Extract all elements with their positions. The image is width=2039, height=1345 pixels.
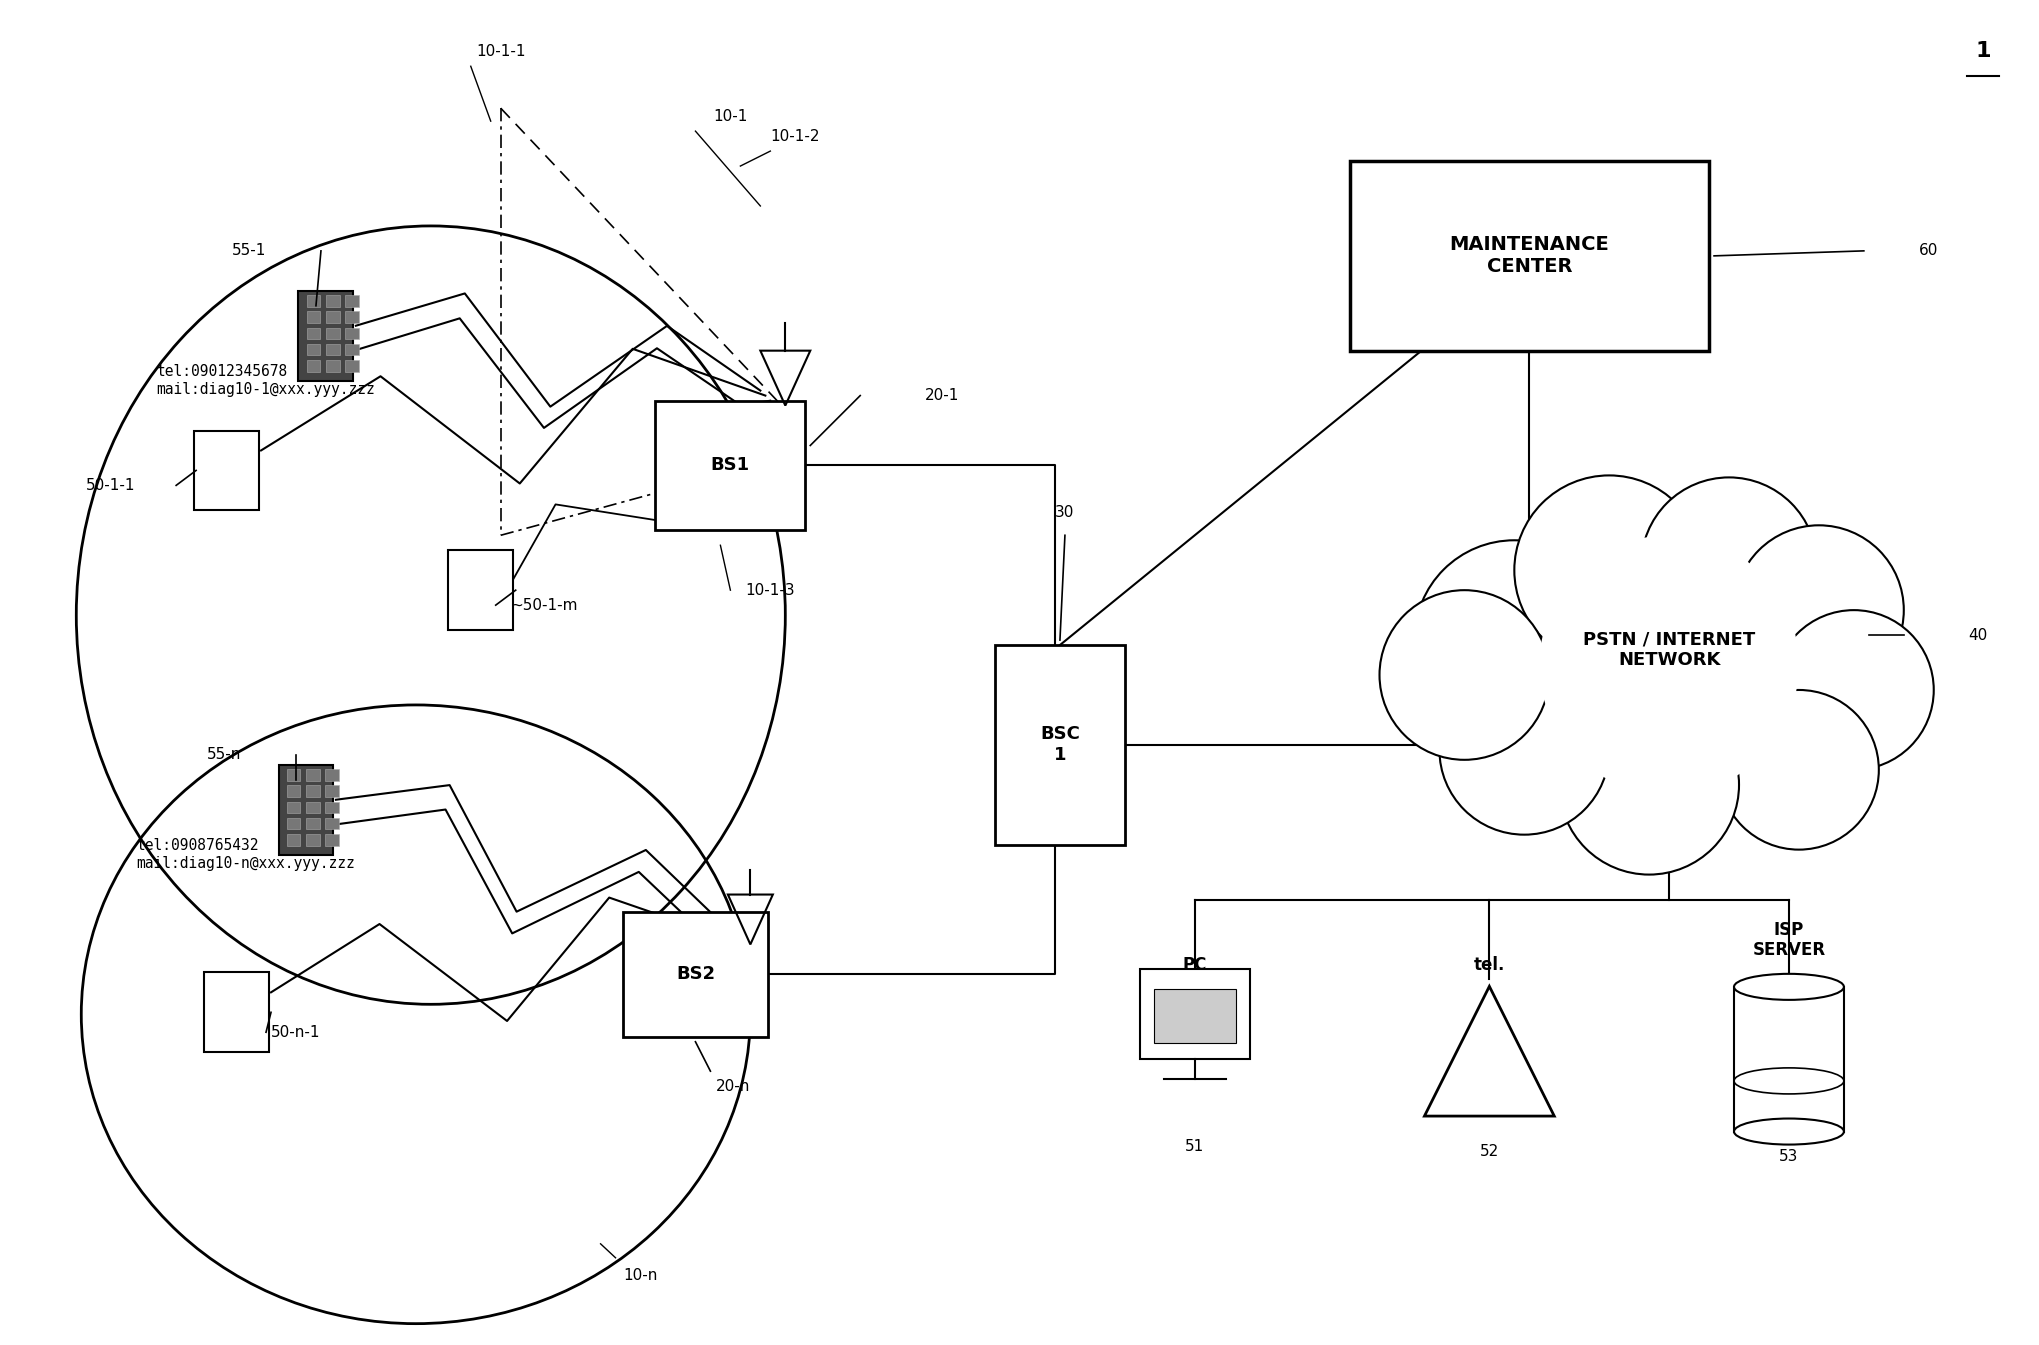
Text: PSTN / INTERNET
NETWORK: PSTN / INTERNET NETWORK xyxy=(1582,631,1754,670)
Text: 20-1: 20-1 xyxy=(924,389,958,404)
Bar xyxy=(287,769,300,781)
Text: 60: 60 xyxy=(1919,243,1937,258)
Text: 55-n: 55-n xyxy=(206,748,241,763)
Bar xyxy=(324,802,338,814)
Bar xyxy=(306,296,320,307)
Bar xyxy=(324,818,338,830)
Bar xyxy=(345,312,359,323)
Bar xyxy=(1733,987,1843,1131)
Bar xyxy=(622,912,767,1037)
Bar xyxy=(324,834,338,846)
Text: 50-n-1: 50-n-1 xyxy=(271,1025,320,1040)
Bar xyxy=(449,550,514,629)
Text: 51: 51 xyxy=(1185,1139,1203,1154)
Circle shape xyxy=(1539,535,1798,795)
Text: 10-1-1: 10-1-1 xyxy=(475,44,526,59)
Ellipse shape xyxy=(1733,974,1843,999)
Bar xyxy=(287,834,300,846)
Bar xyxy=(298,291,353,381)
Bar xyxy=(287,785,300,798)
Bar xyxy=(306,818,320,830)
Text: BS2: BS2 xyxy=(675,966,714,983)
Bar xyxy=(345,296,359,307)
Text: 10-1: 10-1 xyxy=(714,109,746,124)
Bar xyxy=(306,769,320,781)
Circle shape xyxy=(1440,664,1609,835)
Bar xyxy=(326,312,341,323)
Bar xyxy=(326,296,341,307)
Circle shape xyxy=(1719,690,1878,850)
Text: tel.: tel. xyxy=(1472,956,1505,974)
Text: BS1: BS1 xyxy=(710,456,750,475)
Text: 50-1-1: 50-1-1 xyxy=(86,477,137,492)
Text: ~50-1-m: ~50-1-m xyxy=(510,597,577,612)
Bar xyxy=(306,344,320,355)
Text: 55-1: 55-1 xyxy=(232,243,265,258)
Text: tel:09012345678
mail:diag10-1@xxx.yyy.zzz: tel:09012345678 mail:diag10-1@xxx.yyy.zz… xyxy=(157,364,375,397)
Circle shape xyxy=(1558,695,1737,874)
Bar xyxy=(306,312,320,323)
Bar xyxy=(1350,161,1709,351)
Bar xyxy=(279,765,332,854)
Bar xyxy=(345,360,359,371)
Text: 53: 53 xyxy=(1778,1149,1798,1163)
Bar xyxy=(326,328,341,339)
Text: 30: 30 xyxy=(1054,506,1075,521)
Bar xyxy=(995,646,1123,845)
Bar xyxy=(287,818,300,830)
Circle shape xyxy=(1378,590,1548,760)
Circle shape xyxy=(1513,475,1703,664)
Circle shape xyxy=(1413,541,1613,740)
Bar xyxy=(345,328,359,339)
Circle shape xyxy=(1639,477,1817,654)
Bar xyxy=(306,802,320,814)
Text: PC: PC xyxy=(1183,956,1207,974)
Text: tel:0908765432
mail:diag10-n@xxx.yyy.zzz: tel:0908765432 mail:diag10-n@xxx.yyy.zzz xyxy=(137,838,355,870)
Bar xyxy=(306,328,320,339)
Bar xyxy=(306,785,320,798)
Circle shape xyxy=(1774,611,1933,769)
Ellipse shape xyxy=(1733,1119,1843,1145)
Bar xyxy=(655,401,805,530)
Text: 10-1-3: 10-1-3 xyxy=(744,582,795,597)
Text: 52: 52 xyxy=(1478,1145,1499,1159)
Text: 1: 1 xyxy=(1976,42,1990,62)
Bar xyxy=(324,785,338,798)
Bar xyxy=(1152,989,1236,1042)
Bar xyxy=(306,360,320,371)
Bar xyxy=(306,834,320,846)
Text: MAINTENANCE
CENTER: MAINTENANCE CENTER xyxy=(1450,235,1609,276)
Bar xyxy=(287,802,300,814)
Bar xyxy=(1140,970,1250,1060)
Bar xyxy=(345,344,359,355)
Text: 20-n: 20-n xyxy=(716,1079,750,1093)
Bar xyxy=(204,972,269,1052)
Circle shape xyxy=(1733,526,1902,695)
Text: BSC
1: BSC 1 xyxy=(1040,725,1079,764)
Bar xyxy=(326,360,341,371)
Bar xyxy=(326,344,341,355)
Bar xyxy=(324,769,338,781)
Text: 40: 40 xyxy=(1968,628,1986,643)
Bar xyxy=(194,430,259,510)
Text: ISP
SERVER: ISP SERVER xyxy=(1752,920,1825,959)
Text: 10-1-2: 10-1-2 xyxy=(771,129,820,144)
Text: 10-n: 10-n xyxy=(624,1268,657,1283)
